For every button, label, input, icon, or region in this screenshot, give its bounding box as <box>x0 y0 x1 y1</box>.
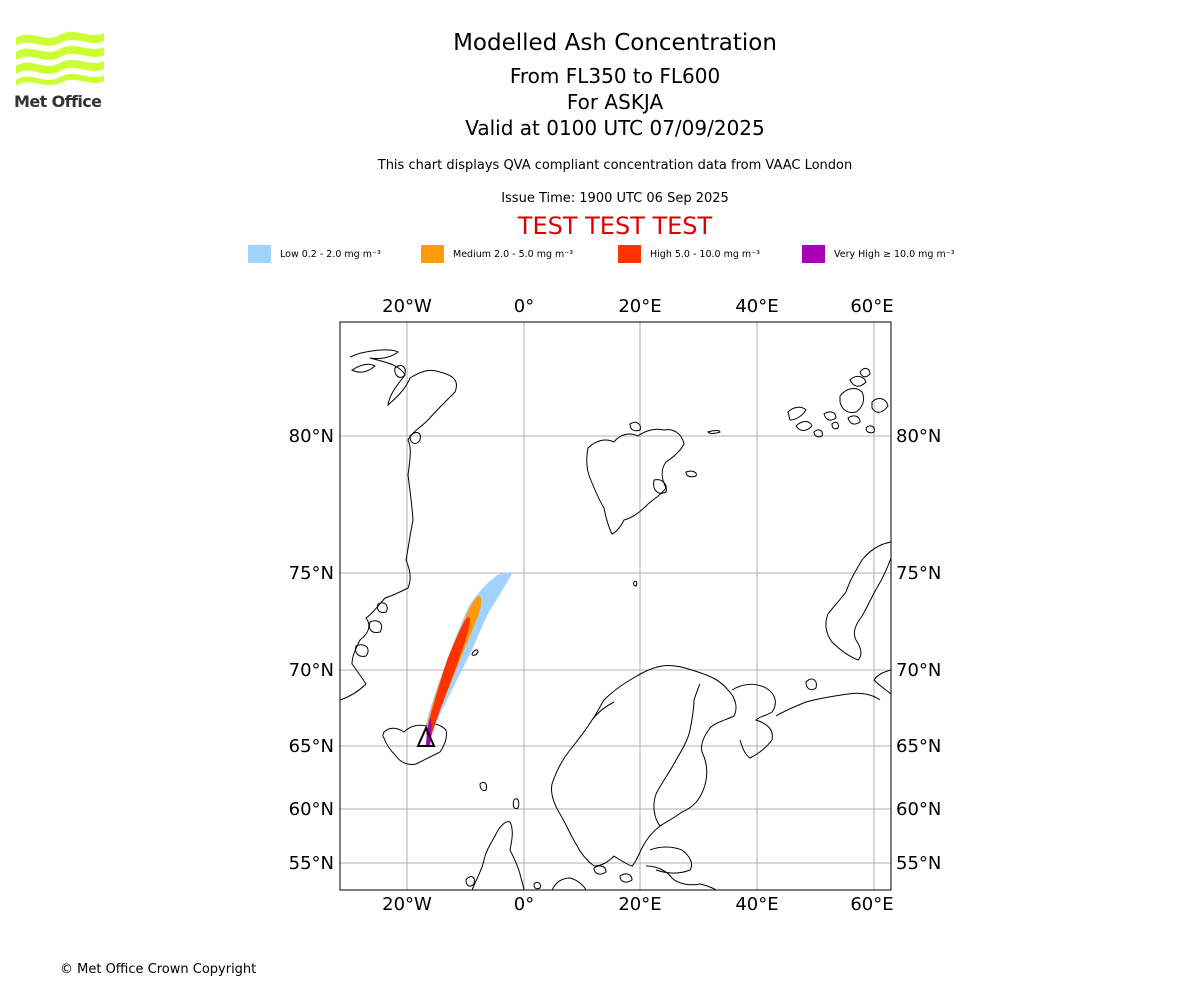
legend-label-very-high: Very High ≥ 10.0 mg m⁻³ <box>834 248 955 260</box>
lon-label-20w-bottom: 20°W <box>382 894 432 915</box>
lat-label-60n-left: 60°N <box>289 799 334 820</box>
copyright-notice: © Met Office Crown Copyright <box>60 962 257 977</box>
lat-label-65n-right: 65°N <box>896 736 941 757</box>
legend-item-high: High 5.0 - 10.0 mg m⁻³ <box>618 244 760 264</box>
legend-item-low: Low 0.2 - 2.0 mg m⁻³ <box>248 244 381 264</box>
legend-label-low: Low 0.2 - 2.0 mg m⁻³ <box>280 248 381 260</box>
lat-labels-right: 80°N 75°N 70°N 65°N 60°N 55°N <box>896 426 941 874</box>
flight-level-range: From FL350 to FL600 <box>509 64 721 88</box>
lat-label-75n-right: 75°N <box>896 563 941 584</box>
chart-title: Modelled Ash Concentration <box>453 30 777 56</box>
lon-label-40e-bottom: 40°E <box>735 894 778 915</box>
legend-swatch-high <box>618 245 641 263</box>
ash-plume-high <box>426 617 470 742</box>
ash-plume <box>426 572 512 746</box>
test-banner: TEST TEST TEST <box>517 212 713 240</box>
lon-label-0-top: 0° <box>514 296 534 317</box>
lon-label-60e-bottom: 60°E <box>850 894 893 915</box>
lat-label-80n-right: 80°N <box>896 426 941 447</box>
lat-labels-left: 80°N 75°N 70°N 65°N 60°N 55°N <box>289 426 334 874</box>
map-frame <box>339 321 892 891</box>
legend-swatch-low <box>248 245 271 263</box>
lat-label-80n-left: 80°N <box>289 426 334 447</box>
logo-wordmark: Met Office <box>14 92 102 111</box>
lon-label-20w-top: 20°W <box>382 296 432 317</box>
lat-label-75n-left: 75°N <box>289 563 334 584</box>
lon-label-40e-top: 40°E <box>735 296 778 317</box>
volcano-marker-icon <box>416 725 436 747</box>
lon-labels-bottom: 20°W 0° 20°E 40°E 60°E <box>382 894 893 915</box>
ash-plume-low <box>426 572 512 734</box>
lon-label-20e-top: 20°E <box>618 296 661 317</box>
legend-swatch-medium <box>421 245 444 263</box>
lat-label-60n-right: 60°N <box>896 799 941 820</box>
lon-label-20e-bottom: 20°E <box>618 894 661 915</box>
volcano-name: For ASKJA <box>566 90 664 114</box>
map-graticule <box>340 322 891 890</box>
lon-label-60e-top: 60°E <box>850 296 893 317</box>
legend-item-medium: Medium 2.0 - 5.0 mg m⁻³ <box>421 244 573 264</box>
legend-label-medium: Medium 2.0 - 5.0 mg m⁻³ <box>453 248 574 260</box>
lat-label-70n-right: 70°N <box>896 660 941 681</box>
legend-swatch-very-high <box>802 245 825 263</box>
issue-time: Issue Time: 1900 UTC 06 Sep 2025 <box>501 191 729 206</box>
coastlines <box>340 349 891 890</box>
lon-label-0-bottom: 0° <box>514 894 534 915</box>
legend-item-very-high: Very High ≥ 10.0 mg m⁻³ <box>802 244 955 264</box>
lat-label-65n-left: 65°N <box>289 736 334 757</box>
met-office-logo <box>16 31 104 86</box>
lat-label-55n-left: 55°N <box>289 853 334 874</box>
chart-description: This chart displays QVA compliant concen… <box>377 158 853 173</box>
lon-labels-top: 20°W 0° 20°E 40°E 60°E <box>382 296 893 317</box>
legend-label-high: High 5.0 - 10.0 mg m⁻³ <box>650 248 760 260</box>
valid-time: Valid at 0100 UTC 07/09/2025 <box>465 116 765 140</box>
lat-label-70n-left: 70°N <box>289 660 334 681</box>
lat-label-55n-right: 55°N <box>896 853 941 874</box>
